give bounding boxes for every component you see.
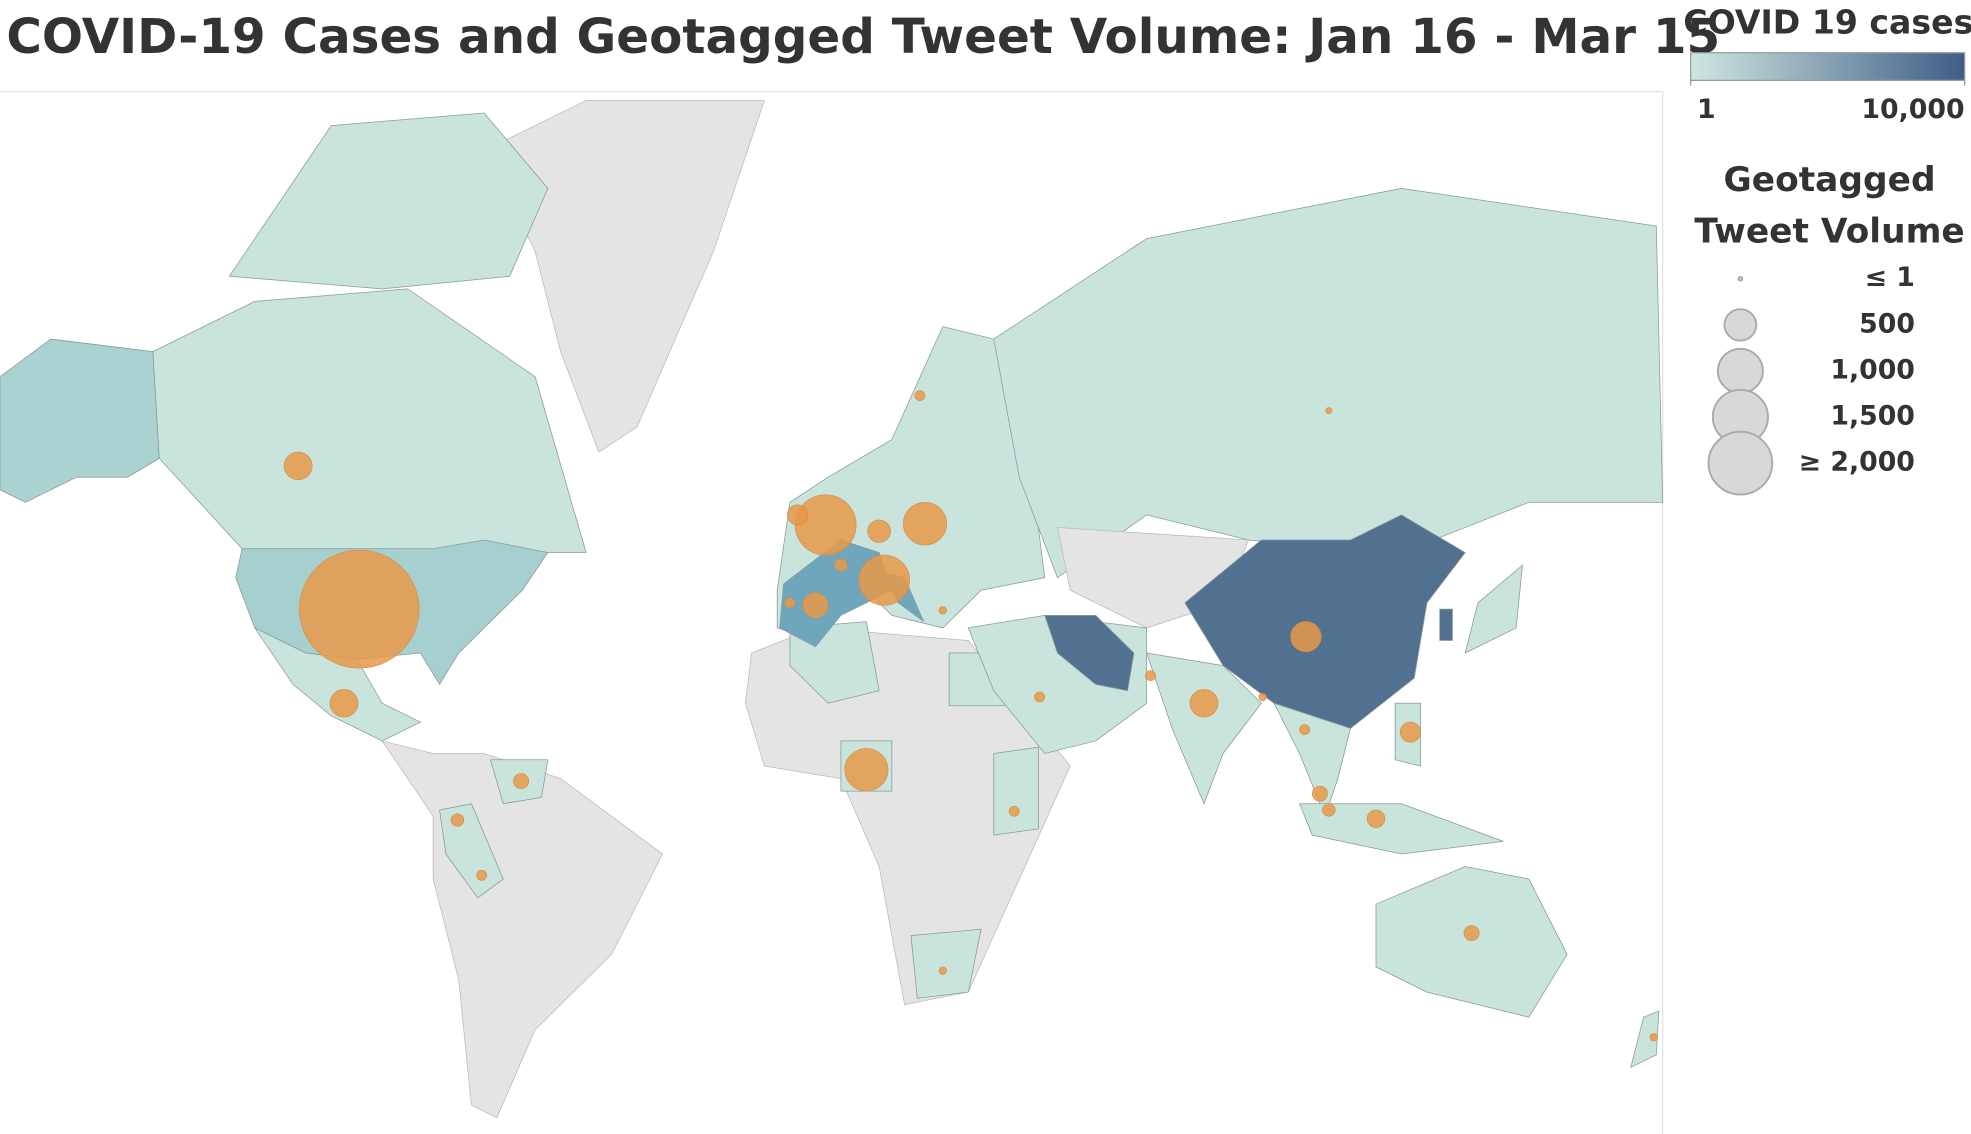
arctic-islands (228, 112, 549, 290)
tweet-bubble (1258, 692, 1267, 702)
tweet-bubble (834, 558, 848, 572)
iran (1044, 614, 1135, 692)
size-legend-circle (1737, 275, 1744, 282)
tweet-bubble (476, 869, 488, 881)
japan (1464, 564, 1523, 654)
indonesia (1298, 803, 1504, 855)
tweet-bubble (1463, 925, 1480, 941)
size-legend-circle (1707, 430, 1774, 496)
peru (439, 803, 504, 899)
southeast-asia (1273, 702, 1351, 818)
alaska (0, 338, 160, 503)
tweet-bubble (329, 689, 359, 718)
russia (993, 187, 1664, 579)
tweet-bubble (784, 597, 796, 609)
tweet-bubble (283, 451, 313, 481)
size-legend-label: ≥ 2,000 (1799, 447, 1915, 478)
tweet-bubble (1034, 691, 1046, 703)
tweet-bubble (787, 504, 809, 526)
bubble-layer (283, 390, 1658, 1042)
size-legend-circle (1723, 308, 1758, 342)
tweet-bubble (299, 549, 420, 669)
size-legend-title: Geotagged Tweet Volume (1694, 160, 1965, 252)
tweet-bubble (450, 813, 465, 827)
tweet-bubble (1299, 724, 1311, 735)
size-legend-label: ≤ 1 (1865, 262, 1915, 293)
world-map (0, 100, 1664, 1119)
australia (1375, 866, 1568, 1018)
tweet-bubble (1008, 805, 1020, 817)
tweet-bubble (1322, 803, 1336, 817)
tweet-bubble (794, 494, 857, 556)
tweet-bubble (844, 748, 889, 792)
size-legend-label: 1,000 (1830, 355, 1915, 386)
tweet-bubble (513, 773, 530, 789)
tweet-bubble (938, 966, 947, 975)
tweet-bubble (1325, 407, 1333, 415)
size-legend-title-box: Geotagged Tweet Volume (1694, 160, 1965, 252)
color-legend-title: COVID 19 cases (1683, 3, 1971, 42)
title: COVID-19 Cases and Geotagged Tweet Volum… (6, 9, 1720, 65)
tweet-bubble (1311, 785, 1328, 802)
tweet-bubble (802, 592, 829, 619)
tweet-bubble (903, 502, 947, 546)
south-africa (910, 928, 982, 999)
new-zealand (1630, 1010, 1660, 1069)
color-tick-label: 1 (1697, 94, 1716, 125)
size-legend-label: 1,500 (1830, 401, 1915, 432)
tweet-bubble (1290, 621, 1322, 653)
color-tick-label: 10,000 (1861, 94, 1964, 125)
greenland (483, 100, 765, 453)
legend: 1 10,000 ≤ 1 500 1,000 1,500 ≥ 2,000 (1690, 80, 1966, 496)
tweet-bubble (1189, 689, 1219, 718)
india (1146, 652, 1262, 805)
size-legend-circle (1716, 347, 1764, 395)
color-ramp (1690, 52, 1966, 81)
tweet-bubble (858, 554, 911, 606)
tweet-bubble (1649, 1033, 1658, 1042)
tweet-bubble (914, 390, 926, 401)
china (1184, 514, 1466, 729)
size-legend-label: 500 (1859, 308, 1915, 339)
korea (1439, 608, 1453, 641)
tweet-bubble (867, 519, 891, 543)
tweet-bubble (938, 606, 947, 615)
kenya (993, 746, 1039, 836)
canada (152, 288, 587, 553)
tweet-bubble (1145, 670, 1156, 681)
tweet-bubble (1366, 809, 1386, 828)
tweet-bubble (1399, 721, 1421, 743)
